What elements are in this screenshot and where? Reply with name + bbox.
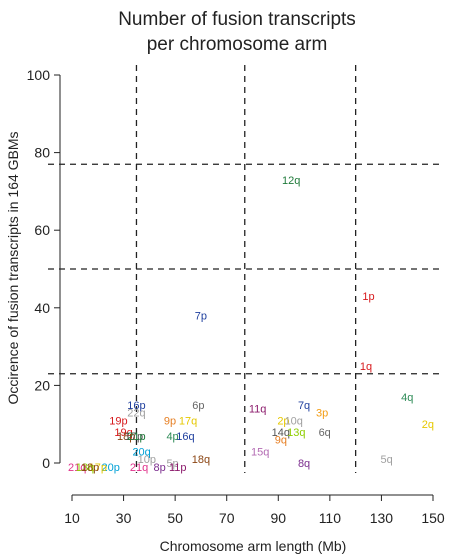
- chart-title-line-1: Number of fusion transcripts: [118, 9, 356, 30]
- y-tick-label-60: 60: [34, 222, 50, 238]
- data-point-18p-41: 18p: [81, 462, 99, 474]
- data-point-19q-24: 19q: [114, 427, 132, 439]
- x-axis-label: Chromosome arm length (Mb): [160, 538, 347, 554]
- data-point-2p-10: 2p: [277, 415, 289, 427]
- data-point-21q-34: 21q: [130, 462, 148, 474]
- x-tick-label-90: 90: [270, 510, 286, 526]
- x-tick-label-30: 30: [116, 510, 132, 526]
- data-point-1q-3: 1q: [360, 361, 372, 373]
- data-point-13q-13: 13q: [287, 427, 305, 439]
- data-point-17q-23: 17q: [179, 415, 197, 427]
- x-tick-label-50: 50: [167, 510, 183, 526]
- data-point-6q-14: 6q: [319, 427, 331, 439]
- data-point-1p-2: 1p: [362, 291, 374, 303]
- data-point-22q-20: 22q: [127, 408, 145, 420]
- data-point-15q-16: 15q: [251, 446, 269, 458]
- data-point-11p-36: 11p: [169, 462, 187, 474]
- data-point-16p-18: 16p: [127, 400, 145, 412]
- reference-lines: [48, 65, 440, 473]
- data-point-17p-26: 17p: [125, 431, 143, 443]
- data-point-19p-21: 19p: [109, 415, 127, 427]
- data-point-18q-33: 18q: [192, 454, 210, 466]
- data-point-6p-19: 6p: [192, 400, 204, 412]
- data-point-20p-37: 20p: [101, 462, 119, 474]
- data-point-12q-0: 12q: [282, 175, 300, 187]
- data-point-8q-17: 8q: [298, 458, 310, 470]
- chart-title-line-2: per chromosome arm: [147, 34, 328, 55]
- x-tick-label-10: 10: [64, 510, 80, 526]
- y-tick-label-40: 40: [34, 300, 50, 316]
- data-point-2q-5: 2q: [422, 419, 434, 431]
- data-point-20q-30: 20q: [132, 446, 150, 458]
- data-point-14q-12: 14q: [272, 427, 290, 439]
- y-axis-label: Occirence of fusion transcripts in 164 G…: [5, 131, 21, 404]
- data-point-11q-9: 11q: [249, 404, 267, 416]
- x-tick-label-110: 110: [319, 510, 342, 526]
- y-tick-label-100: 100: [27, 67, 51, 83]
- data-point-16q-29: 16q: [176, 431, 194, 443]
- data-point-4q-4: 4q: [401, 392, 413, 404]
- data-point-13q-40: 13q: [76, 462, 94, 474]
- data-point-3p-8: 3p: [316, 408, 328, 420]
- data-point-7q-7: 7q: [298, 400, 310, 412]
- x-tick-label-150: 150: [421, 510, 445, 526]
- y-tick-label-20: 20: [34, 377, 50, 393]
- x-tick-label-70: 70: [219, 510, 235, 526]
- y-tick-label-80: 80: [34, 145, 50, 161]
- data-point-5p-32: 5p: [166, 458, 178, 470]
- data-point-5q-6: 5q: [380, 454, 392, 466]
- data-point-4p-28: 4p: [166, 431, 178, 443]
- data-point-21p-27: 21p: [127, 431, 145, 443]
- data-point-10q-11: 10q: [285, 415, 303, 427]
- axes: 0 20 40 60 80 100 10 30 50 70 90 110 130 150: [27, 67, 445, 526]
- data-point-17p-38: 17p: [89, 462, 107, 474]
- data-point-8p-35: 8p: [154, 462, 166, 474]
- data-point-9q-15: 9q: [275, 435, 287, 447]
- x-tick-label-130: 130: [370, 510, 394, 526]
- data-point-21q-39: 21q: [68, 462, 86, 474]
- y-tick-label-0: 0: [42, 455, 50, 471]
- data-point-10p-31: 10p: [138, 454, 156, 466]
- data-point-9p-22: 9p: [164, 415, 176, 427]
- data-point-7p-1: 7p: [195, 311, 207, 323]
- data-point-18p-25: 18p: [117, 431, 135, 443]
